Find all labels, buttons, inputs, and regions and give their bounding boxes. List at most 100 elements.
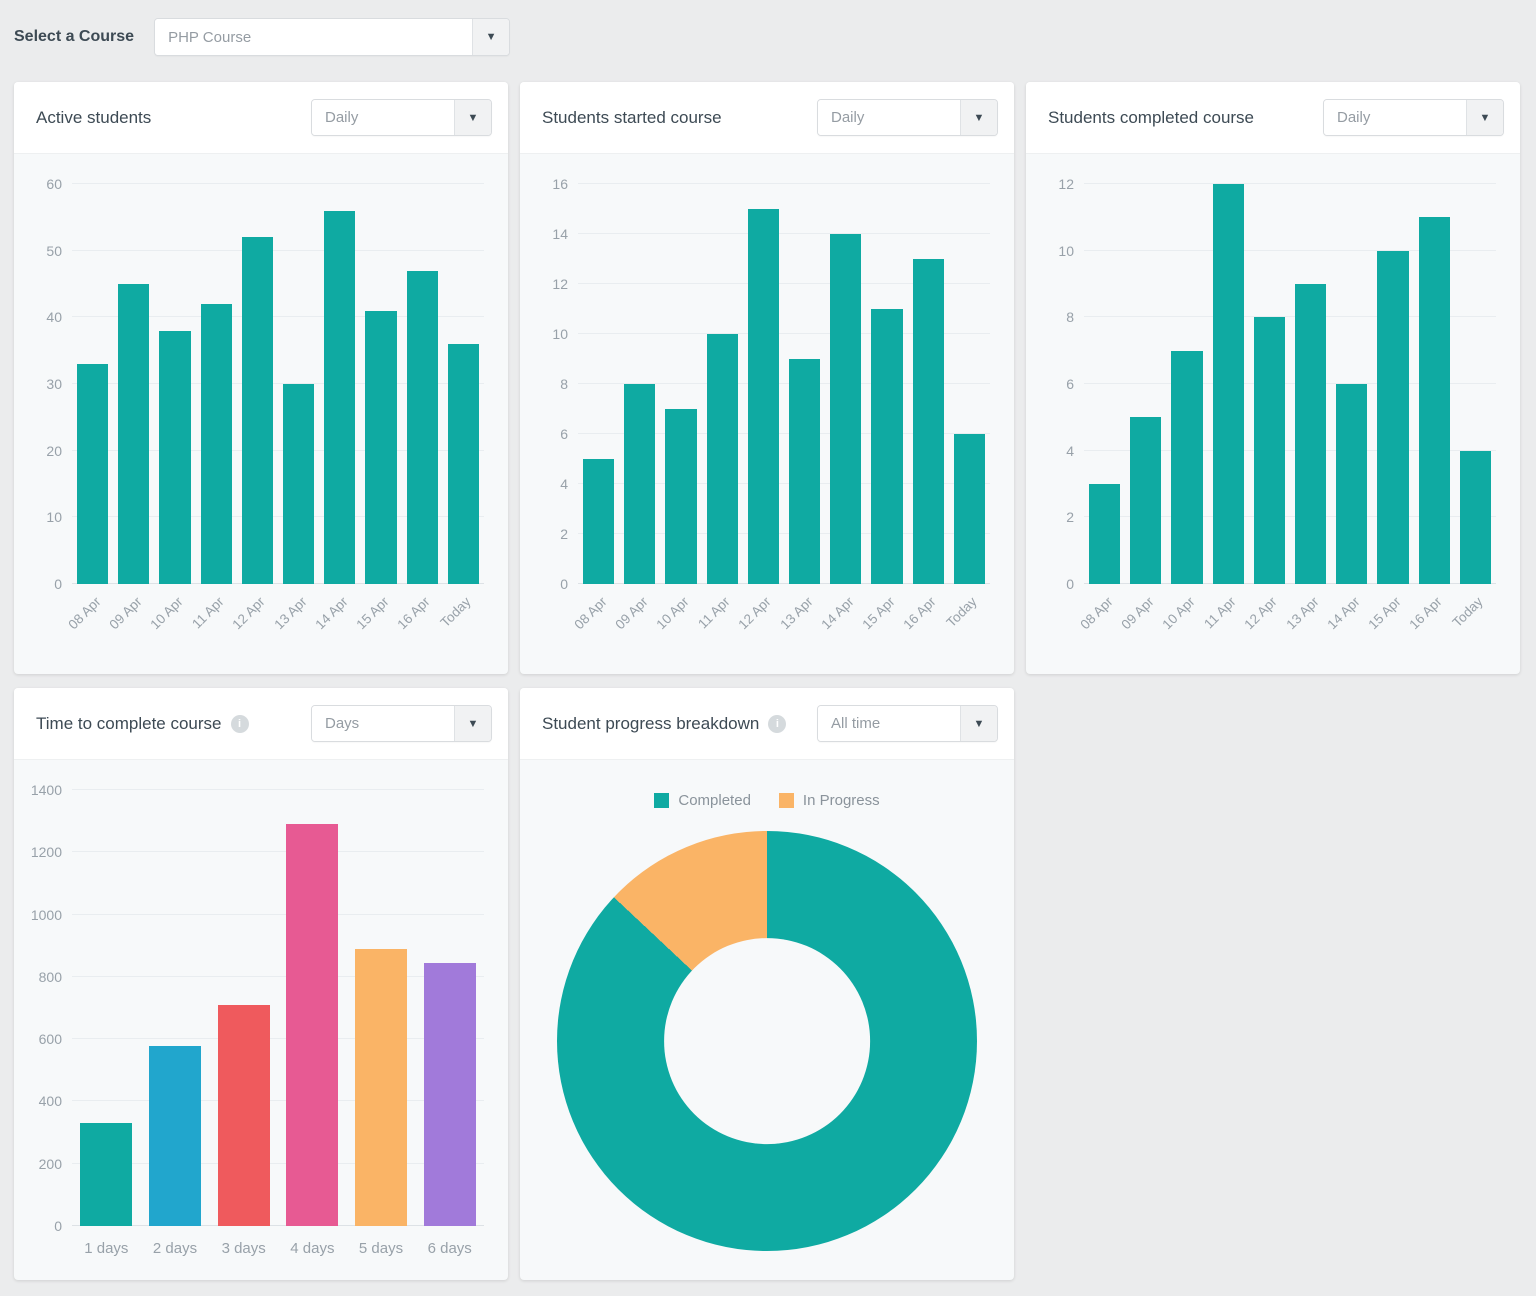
chart-area: 0 10 20 30 40 50 60 08 Apr 09 Apr 10 Apr 11 Apr 12 … <box>14 154 508 674</box>
bar <box>1377 250 1409 584</box>
course-selector-label: Select a Course <box>14 28 135 45</box>
bar-slot <box>237 184 278 584</box>
card-students-started: Students started course Daily ▼ 0 2 4 6 8 10 1… <box>520 82 1014 674</box>
y-axis-tick: 2 <box>1066 509 1074 526</box>
x-axis-label: 11 Apr <box>695 594 733 632</box>
chevron-down-icon[interactable]: ▼ <box>1466 100 1503 135</box>
donut-legend: Completed In Progress <box>654 792 880 809</box>
bar <box>80 1123 133 1226</box>
x-label-slot: 13 Apr <box>777 584 825 668</box>
bars <box>1084 184 1496 584</box>
y-axis-tick: 1200 <box>30 844 62 861</box>
x-axis-label: Today <box>437 594 475 631</box>
bar <box>1336 384 1368 584</box>
plot-area <box>72 789 484 1226</box>
x-axis-label: 08 Apr <box>65 594 104 633</box>
bar <box>788 359 821 584</box>
bar-slot <box>825 184 866 584</box>
gridline <box>72 789 484 790</box>
x-label-slot: 08 Apr <box>571 584 619 668</box>
info-icon[interactable]: i <box>768 714 787 733</box>
y-axis-tick: 0 <box>1066 576 1074 592</box>
x-label-slot: 12 Apr <box>230 584 278 668</box>
y-axis-tick: 60 <box>46 176 62 192</box>
chevron-down-icon[interactable]: ▼ <box>960 706 997 741</box>
info-icon[interactable]: i <box>230 714 249 733</box>
x-label-slot: 11 Apr <box>189 584 237 668</box>
x-label-slot: 10 Apr <box>1159 584 1207 668</box>
x-axis-label: Today <box>943 594 981 631</box>
bar-slot <box>1084 184 1125 584</box>
gridline <box>578 583 990 584</box>
bar-slot <box>743 184 784 584</box>
gridline <box>578 533 990 534</box>
card-title: Time to complete course <box>36 713 222 733</box>
course-select[interactable]: PHP Course ▼ <box>154 18 511 56</box>
x-label-slot: 14 Apr <box>818 584 866 668</box>
bar <box>1212 184 1244 584</box>
gridline <box>1084 183 1496 184</box>
gridline <box>72 1225 484 1226</box>
y-axis-tick: 2 <box>560 526 568 542</box>
bar-slot <box>415 790 484 1226</box>
bars <box>578 184 990 584</box>
course-selector-bar: Select a Course PHP Course ▼ <box>14 18 1520 56</box>
plot-column: 08 Apr 09 Apr 10 Apr 11 Apr 12 Apr 13 Apr 14 A… <box>65 183 484 668</box>
bar-slot <box>196 184 237 584</box>
gridline <box>1084 583 1496 584</box>
y-axis-tick: 10 <box>46 509 62 526</box>
x-label-slot: 14 Apr <box>312 584 360 668</box>
x-axis-label: 3 days <box>221 1240 266 1257</box>
bar <box>354 948 408 1226</box>
bar <box>953 434 986 584</box>
x-label-slot: 15 Apr <box>353 584 401 668</box>
chevron-down-icon[interactable]: ▼ <box>472 19 510 55</box>
period-select[interactable]: Days ▼ <box>311 705 492 742</box>
gridline <box>1084 383 1496 384</box>
bar <box>447 344 480 584</box>
x-label-slot: 11 Apr <box>1201 584 1249 668</box>
gridline <box>578 483 990 484</box>
bar <box>1130 417 1162 584</box>
y-axis-tick: 6 <box>560 426 568 442</box>
gridline <box>72 913 484 915</box>
period-select[interactable]: Daily ▼ <box>1323 99 1504 136</box>
bar-slot <box>347 790 416 1226</box>
chevron-down-icon[interactable]: ▼ <box>960 100 997 135</box>
chevron-down-icon[interactable]: ▼ <box>454 706 491 741</box>
card-title: Students started course <box>542 107 722 127</box>
y-axis: 0 2 4 6 8 10 12 <box>1040 176 1084 592</box>
y-axis-tick: 0 <box>54 1218 62 1234</box>
plot-area <box>72 183 484 584</box>
bar <box>1418 217 1450 584</box>
bar <box>282 384 315 584</box>
gridline <box>1084 449 1496 451</box>
period-select[interactable]: Daily ▼ <box>311 99 492 136</box>
legend-item: In Progress <box>778 792 880 809</box>
bar <box>1171 350 1203 584</box>
x-axis-label: 2 days <box>152 1240 198 1257</box>
bar-slot <box>1372 184 1413 584</box>
bar-slot <box>154 184 195 584</box>
x-axis-label: 5 days <box>358 1240 404 1257</box>
bar <box>1253 317 1286 584</box>
card-time-to-complete: Time to complete course i Days ▼ 0 200 400… <box>14 688 508 1280</box>
bar-slot <box>72 790 141 1226</box>
bar-slot <box>360 184 401 584</box>
chevron-down-icon[interactable]: ▼ <box>454 100 491 135</box>
bar-slot <box>443 184 484 584</box>
gridline <box>72 975 484 977</box>
bar <box>324 210 356 584</box>
x-axis-labels: 08 Apr 09 Apr 10 Apr 11 Apr 12 Apr 13 Apr 14 A… <box>571 584 990 668</box>
x-label-slot: 09 Apr <box>106 584 154 668</box>
x-label-slot: 14 Apr <box>1324 584 1372 668</box>
x-axis-label: 11 Apr <box>189 594 227 632</box>
period-select[interactable]: All time ▼ <box>817 705 998 742</box>
bar-slot <box>1125 184 1166 584</box>
card-header: Active students Daily ▼ <box>14 82 508 154</box>
y-axis-tick: 6 <box>1066 376 1074 392</box>
card-header: Students completed course Daily ▼ <box>1026 82 1520 154</box>
x-label-slot: 3 days <box>209 1226 278 1274</box>
period-select[interactable]: Daily ▼ <box>817 99 998 136</box>
x-label-slot: 5 days <box>347 1226 416 1274</box>
